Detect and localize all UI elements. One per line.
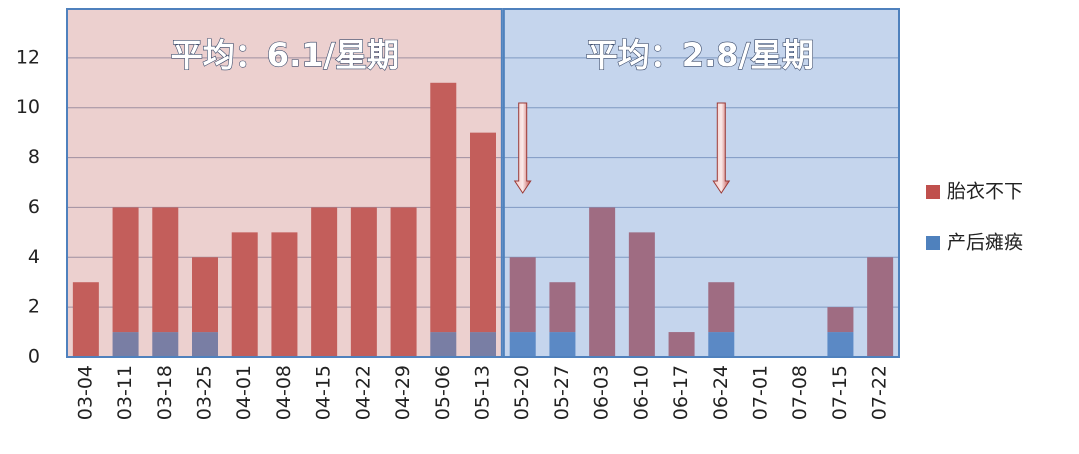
y-tick-label: 10 [16, 96, 40, 118]
x-tick-label: 03-18 [154, 365, 176, 420]
bar [350, 207, 377, 357]
bar [867, 257, 894, 357]
y-tick-label: 4 [28, 246, 40, 268]
bar [549, 282, 576, 333]
x-tick-label: 04-01 [233, 365, 255, 420]
x-tick-label: 04-08 [273, 365, 295, 420]
bar [668, 332, 695, 357]
y-tick-label: 2 [28, 296, 40, 318]
bar [430, 82, 457, 333]
annotation: 平均：6.1/星期 [171, 36, 399, 74]
bar [430, 332, 457, 357]
x-tick-label: 06-10 [630, 365, 652, 420]
bar [827, 307, 854, 333]
bar [152, 332, 179, 357]
x-tick-label: 03-04 [74, 365, 96, 420]
bar [827, 332, 854, 357]
x-tick-label: 06-17 [670, 365, 692, 420]
x-tick-label: 04-15 [313, 365, 335, 420]
bar [192, 257, 218, 333]
bar [470, 132, 496, 333]
bar [509, 257, 536, 333]
bar [311, 207, 338, 357]
x-tick-label: 05-20 [511, 365, 533, 420]
bar [549, 332, 576, 357]
bar [152, 207, 179, 333]
period-a [66, 8, 503, 358]
period-b [502, 8, 900, 358]
bar [708, 332, 735, 357]
x-tick-label: 05-27 [551, 365, 573, 420]
arrow [712, 102, 731, 194]
bar [72, 282, 99, 357]
bar [112, 207, 139, 333]
x-tick-label: 05-06 [432, 365, 454, 420]
bar [231, 232, 258, 357]
bar [390, 207, 417, 357]
x-tick-label: 04-29 [392, 365, 414, 420]
x-tick-label: 07-15 [829, 365, 851, 420]
y-tick-label: 12 [16, 46, 40, 68]
y-tick-label: 6 [28, 196, 40, 218]
x-tick-label: 05-13 [472, 365, 494, 420]
y-tick-label: 0 [28, 346, 40, 368]
x-tick-label: 03-11 [114, 365, 136, 420]
legend-swatch [926, 236, 940, 250]
bar [628, 232, 655, 357]
bar [192, 332, 218, 357]
arrow [513, 102, 532, 194]
x-tick-label: 06-03 [591, 365, 613, 420]
y-tick-label: 8 [28, 146, 40, 168]
legend-label: 胎衣不下 [947, 181, 1023, 203]
legend-swatch [926, 185, 940, 199]
x-tick-label: 07-01 [750, 365, 772, 420]
bar [470, 332, 496, 357]
x-tick-label: 06-24 [710, 365, 732, 420]
bar [509, 332, 536, 357]
x-tick-label: 03-25 [194, 365, 216, 420]
bar [112, 332, 139, 357]
x-tick-label: 07-08 [789, 365, 811, 420]
bar [589, 207, 616, 357]
bar [271, 232, 298, 357]
x-tick-label: 07-22 [869, 365, 891, 420]
legend-label: 产后瘫痪 [947, 232, 1023, 254]
bar [708, 282, 735, 333]
x-tick-label: 04-22 [352, 365, 374, 420]
annotation: 平均：2.8/星期 [586, 36, 814, 74]
